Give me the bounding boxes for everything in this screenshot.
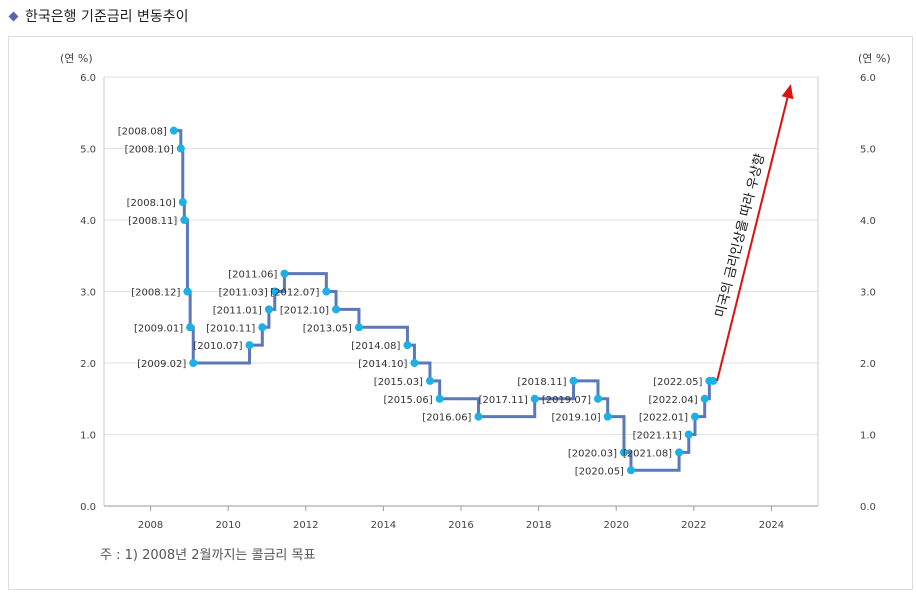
data-label: [2014.10] <box>358 359 407 370</box>
data-label: [2008.08] <box>118 127 167 138</box>
data-label: [2011.06] <box>228 270 277 281</box>
y-tick-label-right: 5.0 <box>860 145 876 156</box>
data-point <box>280 269 289 278</box>
y-tick-label-right: 2.0 <box>860 359 876 370</box>
trend-arrow-line <box>716 97 789 382</box>
data-point <box>569 376 578 385</box>
y-tick-label-left: 0.0 <box>80 502 96 513</box>
data-label: [2011.01] <box>213 305 262 316</box>
data-label: [2010.07] <box>193 341 242 352</box>
footnote: 주 : 1) 2008년 2월까지는 콜금리 목표 <box>100 548 316 563</box>
data-point <box>403 341 412 350</box>
data-label: [2010.11] <box>206 323 255 334</box>
data-point <box>245 341 254 350</box>
data-label: [2022.01] <box>639 413 688 424</box>
y-tick-label-right: 0.0 <box>860 502 876 513</box>
data-point <box>530 394 539 403</box>
data-label: [2019.07] <box>542 395 591 406</box>
data-label: [2019.10] <box>552 413 601 424</box>
y-tick-label-left: 4.0 <box>80 216 96 227</box>
data-point <box>270 287 279 296</box>
x-tick-label: 2012 <box>293 520 318 531</box>
y-tick-label-left: 3.0 <box>80 288 96 299</box>
data-point <box>258 323 267 332</box>
data-label: [2017.11] <box>479 395 528 406</box>
data-label: [2016.06] <box>422 413 471 424</box>
data-label: [2012.07] <box>270 288 319 299</box>
data-label: [2021.08] <box>623 448 672 459</box>
data-label: [2011.03] <box>219 288 268 299</box>
data-point <box>178 198 187 207</box>
data-label: [2015.06] <box>384 395 433 406</box>
data-point <box>410 359 419 367</box>
data-point <box>354 323 363 332</box>
x-tick-label: 2016 <box>448 520 473 531</box>
trend-annotation: 미국의 금리인상을 따라 우상향 <box>713 152 768 319</box>
data-point <box>176 144 185 153</box>
page-title: 한국은행 기준금리 변동추이 <box>25 9 189 25</box>
data-label: [2009.02] <box>137 359 186 370</box>
data-label: [2008.10] <box>125 145 174 156</box>
data-label: [2021.11] <box>633 431 682 442</box>
data-label: [2013.05] <box>303 323 352 334</box>
data-label: [2014.08] <box>351 341 400 352</box>
data-point <box>626 466 635 475</box>
data-label: [2008.12] <box>131 288 180 299</box>
data-point <box>186 323 195 332</box>
data-label: [2015.03] <box>374 377 423 388</box>
data-label: [2008.10] <box>127 198 176 209</box>
y-tick-label-left: 1.0 <box>80 431 96 442</box>
x-tick-label: 2008 <box>138 520 163 531</box>
y-tick-label-left: 6.0 <box>80 73 96 84</box>
x-tick-label: 2020 <box>603 520 628 531</box>
chart-header: 한국은행 기준금리 변동추이 <box>8 4 188 28</box>
data-point <box>675 448 684 457</box>
data-label: [2009.01] <box>134 323 183 334</box>
data-point <box>593 394 602 403</box>
y-tick-label-right: 6.0 <box>860 73 876 84</box>
data-label: [2022.04] <box>649 395 698 406</box>
data-label: [2020.05] <box>575 466 624 477</box>
data-point <box>189 359 198 367</box>
x-tick-label: 2018 <box>526 520 551 531</box>
y-tick-label-left: 5.0 <box>80 145 96 156</box>
data-label: [2008.11] <box>128 216 177 227</box>
data-point <box>183 287 192 296</box>
y-tick-label-right: 3.0 <box>860 288 876 299</box>
data-point <box>709 376 718 385</box>
data-point <box>603 412 612 421</box>
data-label: [2020.03] <box>568 448 617 459</box>
x-tick-label: 2024 <box>759 520 784 531</box>
data-point <box>264 305 273 314</box>
y-tick-label-right: 4.0 <box>860 216 876 227</box>
data-point <box>690 412 699 421</box>
data-point <box>619 448 628 457</box>
y-tick-label-left: 2.0 <box>80 359 96 370</box>
trend-arrow-head <box>781 84 794 100</box>
data-point <box>425 376 434 385</box>
x-tick-label: 2010 <box>215 520 240 531</box>
data-point <box>169 126 178 135</box>
data-label: [2012.10] <box>280 305 329 316</box>
data-point <box>180 216 189 224</box>
y-tick-label-right: 1.0 <box>860 431 876 442</box>
data-point <box>435 394 444 403</box>
x-tick-label: 2022 <box>681 520 706 531</box>
data-point <box>474 412 483 421</box>
data-point <box>322 287 331 296</box>
data-label: [2018.11] <box>517 377 566 388</box>
y-unit-right: (연 %) <box>858 52 891 65</box>
data-point <box>332 305 341 314</box>
data-point <box>700 394 709 403</box>
data-point <box>684 430 693 439</box>
chart-frame <box>8 36 913 590</box>
x-tick-label: 2014 <box>371 520 396 531</box>
data-label: [2022.05] <box>653 377 702 388</box>
y-unit-left: (연 %) <box>60 52 93 65</box>
